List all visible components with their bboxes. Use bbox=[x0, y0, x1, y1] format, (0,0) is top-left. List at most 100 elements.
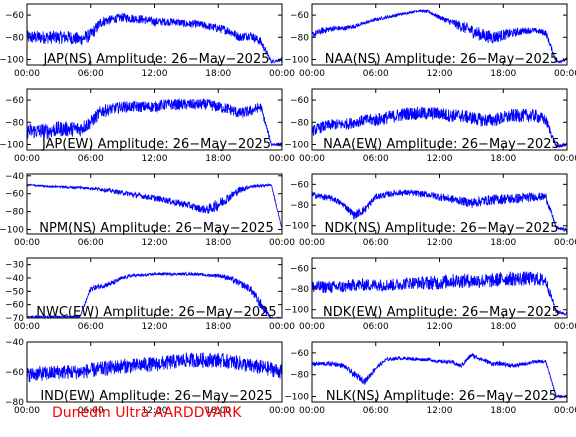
y-tick-label: −100 bbox=[284, 140, 309, 150]
panel-title: JAP(EW) Amplitude: 26−May−2025 bbox=[41, 137, 271, 152]
y-tick-label: −60 bbox=[290, 180, 309, 190]
x-tick-label: 18:00 bbox=[205, 238, 231, 248]
x-tick-label: 12:00 bbox=[427, 154, 453, 164]
x-tick-label: 00:00 bbox=[554, 406, 576, 416]
y-tick-label: −80 bbox=[290, 201, 309, 211]
x-tick-label: 06:00 bbox=[363, 154, 389, 164]
x-tick-label: 06:00 bbox=[78, 154, 104, 164]
y-tick-label: −60 bbox=[5, 190, 24, 200]
amplitude-panel: −100 −80 −60 −40 00:00 06:00 12:00 18:00 00:00 NP… bbox=[0, 172, 295, 248]
x-tick-label: 18:00 bbox=[205, 69, 231, 79]
amplitude-series-line bbox=[312, 106, 567, 149]
y-tick-label: −100 bbox=[0, 140, 24, 150]
panel-title: NWC(EW) Amplitude: 26−May−2025 bbox=[36, 305, 276, 320]
amplitude-series-line bbox=[27, 98, 282, 148]
x-tick-label: 12:00 bbox=[427, 238, 453, 248]
amplitude-panel: −70 −60 −50 −40 −30 00:00 06:00 12:00 18:00 00:00… bbox=[5, 257, 295, 332]
panel-title: NLK(NS) Amplitude: 26−May−2025 bbox=[326, 389, 557, 404]
y-tick-label: −60 bbox=[290, 264, 309, 274]
x-tick-label: 00:00 bbox=[269, 154, 295, 164]
x-tick-label: 18:00 bbox=[490, 238, 516, 248]
amplitude-series-line bbox=[27, 271, 282, 318]
amplitude-series-line bbox=[27, 352, 282, 383]
panel-title: NAA(EW) Amplitude: 26−May−2025 bbox=[323, 137, 560, 152]
x-tick-label: 12:00 bbox=[142, 154, 168, 164]
amplitude-panel: −100−80−6000:0006:0012:0018:0000:00NAA(N… bbox=[284, 3, 576, 79]
x-tick-label: 12:00 bbox=[427, 69, 453, 79]
y-tick-label: −60 bbox=[290, 11, 309, 21]
x-tick-label: 00:00 bbox=[269, 69, 295, 79]
x-tick-label: 18:00 bbox=[205, 322, 231, 332]
y-tick-label: −100 bbox=[284, 55, 309, 65]
x-tick-label: 18:00 bbox=[490, 322, 516, 332]
x-tick-label: 12:00 bbox=[142, 238, 168, 248]
y-tick-label: −60 bbox=[5, 11, 24, 21]
x-tick-label: 00:00 bbox=[14, 406, 40, 416]
y-tick-label: −60 bbox=[5, 368, 24, 378]
panel-title: NAA(NS) Amplitude: 26−May−2025 bbox=[325, 52, 559, 67]
x-tick-label: 00:00 bbox=[14, 322, 40, 332]
y-tick-label: −60 bbox=[5, 96, 24, 106]
y-tick-label: −100 bbox=[284, 306, 309, 316]
amplitude-series-line bbox=[312, 8, 567, 64]
x-tick-label: 06:00 bbox=[78, 69, 104, 79]
y-tick-label: −100 bbox=[0, 55, 24, 65]
x-tick-label: 06:00 bbox=[363, 238, 389, 248]
y-tick-label: −60 bbox=[290, 96, 309, 106]
x-tick-label: 06:00 bbox=[78, 322, 104, 332]
x-tick-label: 18:00 bbox=[205, 406, 231, 416]
amplitude-panel: −100 −80 −60 00:00 06:00 12:00 18:00 00:00 NDK(E… bbox=[284, 257, 576, 332]
y-tick-label: −60 bbox=[290, 349, 309, 359]
x-tick-label: 00:00 bbox=[299, 238, 325, 248]
panel-title: NDK(NS) Amplitude: 26−May−2025 bbox=[325, 221, 559, 236]
x-tick-label: 00:00 bbox=[269, 322, 295, 332]
amplitude-panel: −100−80−6000:0006:0012:0018:0000:00NDK(N… bbox=[284, 173, 576, 248]
amplitude-series-line bbox=[312, 352, 567, 399]
amplitude-series-line bbox=[312, 189, 567, 233]
x-tick-label: 00:00 bbox=[299, 69, 325, 79]
panel-title: JAP(NS) Amplitude: 26−May−2025 bbox=[42, 52, 269, 67]
x-tick-label: 12:00 bbox=[142, 406, 168, 416]
x-tick-label: 00:00 bbox=[554, 238, 576, 248]
x-tick-label: 12:00 bbox=[142, 69, 168, 79]
x-tick-label: 06:00 bbox=[363, 322, 389, 332]
amplitude-panel: −100 −80 −60 00:00 06:00 12:00 18:00 00:00JAP(N… bbox=[0, 3, 295, 79]
x-tick-label: 00:00 bbox=[299, 406, 325, 416]
y-tick-label: −80 bbox=[5, 398, 24, 408]
y-tick-label: −40 bbox=[5, 274, 24, 284]
x-tick-label: 18:00 bbox=[490, 406, 516, 416]
panel-title: IND(EW) Amplitude: 26−May−2025 bbox=[40, 389, 272, 404]
amplitude-panel: −100−80−6000:0006:0012:0018:0000:00NLK(N… bbox=[284, 341, 576, 416]
amplitude-series-line bbox=[27, 12, 282, 65]
x-tick-label: 00:00 bbox=[14, 69, 40, 79]
x-tick-label: 06:00 bbox=[78, 238, 104, 248]
station-credit: Dunedin Ultra AARDDVARK bbox=[52, 405, 242, 421]
x-tick-label: 12:00 bbox=[427, 406, 453, 416]
x-tick-label: 00:00 bbox=[299, 322, 325, 332]
y-tick-label: −80 bbox=[290, 118, 309, 128]
amplitude-panel: −100 −80 −60 00:00 06:00 12:00 18:00 00:00 NAA(E… bbox=[284, 88, 576, 164]
y-tick-label: −70 bbox=[5, 314, 24, 324]
x-tick-label: 18:00 bbox=[490, 69, 516, 79]
y-tick-label: −30 bbox=[5, 261, 24, 271]
x-tick-label: 18:00 bbox=[490, 154, 516, 164]
y-tick-label: −50 bbox=[5, 287, 24, 297]
y-tick-label: −80 bbox=[5, 33, 24, 43]
x-tick-label: 12:00 bbox=[142, 322, 168, 332]
x-tick-label: 00:00 bbox=[554, 154, 576, 164]
amplitude-series-line bbox=[27, 182, 282, 231]
y-tick-label: −40 bbox=[5, 338, 24, 348]
y-tick-label: −40 bbox=[5, 172, 24, 182]
y-tick-label: −80 bbox=[5, 118, 24, 128]
y-tick-label: −100 bbox=[284, 222, 309, 232]
y-tick-label: −100 bbox=[284, 393, 309, 403]
y-tick-label: −80 bbox=[290, 371, 309, 381]
x-tick-label: 06:00 bbox=[363, 69, 389, 79]
y-tick-label: −80 bbox=[290, 33, 309, 43]
x-tick-label: 06:00 bbox=[363, 406, 389, 416]
panel-title: NDK(EW) Amplitude: 26−May−2025 bbox=[323, 305, 560, 320]
